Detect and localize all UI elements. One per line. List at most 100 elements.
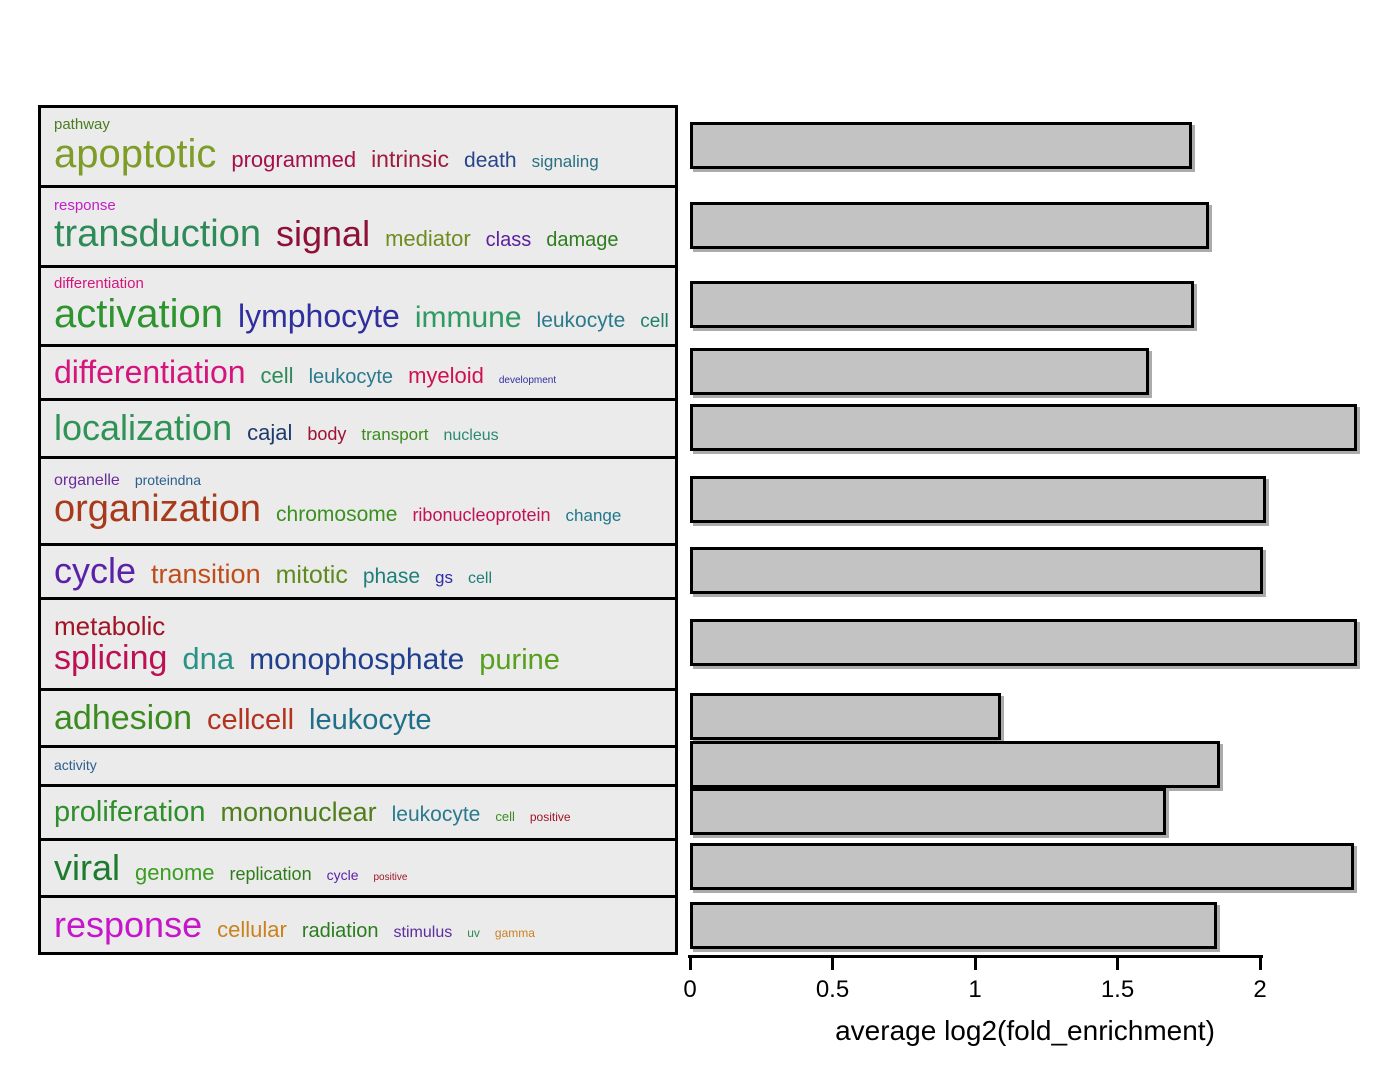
word-localization-cajal: cajal (247, 420, 293, 446)
word-organization-organization: organization (54, 488, 262, 531)
enrichment-bar-localization (690, 403, 1357, 451)
wordcloud-row-proliferation: proliferation mononuclear leukocyte cell pos… (38, 784, 678, 838)
word-splicing-splicing: splicing (54, 638, 168, 677)
wordcloud-row-activity: activity (38, 745, 678, 784)
enrichment-bar-splicing (690, 619, 1357, 666)
wordcloud-row-viral: viral genome replication cycle positive (38, 838, 678, 895)
wordcloud-line: activation lymphocyte immune leukocyte cell (54, 292, 675, 336)
word-response-response: response (54, 903, 203, 945)
enrichment-bar-activation (690, 281, 1194, 328)
word-splicing-purine: purine (479, 643, 560, 676)
enrichment-bar-response (690, 901, 1217, 949)
wordcloud-row-adhesion: adhesion cellcell leukocyte (38, 688, 678, 745)
word-localization-localization: localization (54, 407, 233, 449)
wordcloud-row-localization: localization cajal body transport nucleus (38, 398, 678, 456)
word-organization-chromosome: chromosome (276, 503, 398, 527)
x-tick-mark-0 (688, 958, 692, 970)
word-localization-body: body (307, 424, 347, 445)
word-adhesion-cellcell: cellcell (207, 703, 295, 736)
bar-chart-panel (690, 105, 1382, 958)
enrichment-bar-adhesion (690, 693, 1001, 740)
enrichment-bar-proliferation (690, 787, 1166, 835)
word-splicing-monophosphate: monophosphate (249, 642, 465, 676)
word-apoptotic-apoptotic: apoptotic (54, 132, 217, 176)
word-differentiation-myeloid: myeloid (408, 363, 484, 389)
word-transduction-mediator: mediator (385, 226, 471, 252)
word-transduction-signal: signal (276, 213, 371, 255)
wordcloud-row-activation: differentiation activation lymphocyte immun… (38, 265, 678, 344)
word-localization-nucleus: nucleus (443, 427, 499, 445)
word-cycle-phase: phase (362, 565, 421, 589)
wordcloud-row-apoptotic: pathway apoptotic programmed intrinsic death… (38, 105, 678, 185)
enrichment-bar-differentiation (690, 347, 1149, 395)
word-proliferation-cell: cell (495, 808, 515, 824)
wordcloud-line: cycle transition mitotic phase gs cell (54, 550, 675, 592)
wordcloud-line: differentiation cell leukocyte myeloid devel… (54, 355, 675, 390)
enrichment-bar-activity (690, 741, 1220, 788)
word-adhesion-leukocyte: leukocyte (309, 703, 432, 736)
wordcloud-line: activity (54, 758, 675, 773)
wordcloud-row-transduction: response transduction signal mediator class d… (38, 185, 678, 265)
word-response-stimulus: stimulus (393, 923, 453, 941)
word-proliferation-mononuclear: mononuclear (220, 796, 377, 827)
word-response-radiation: radiation (301, 919, 379, 942)
word-cycle-transition: transition (151, 559, 261, 590)
wordcloud-row-cycle: cycle transition mitotic phase gs cell (38, 543, 678, 597)
x-tick-label-0: 0 (683, 976, 697, 1003)
wordcloud-line: differentiation (54, 276, 675, 292)
x-tick-mark-0.5 (831, 958, 834, 970)
x-tick-mark-1.5 (1116, 958, 1119, 970)
word-apoptotic-death: death (464, 149, 517, 172)
word-proliferation-proliferation: proliferation (54, 795, 206, 828)
word-transduction-damage: damage (546, 229, 619, 252)
word-response-gamma: gamma (494, 925, 535, 940)
word-activation-leukocyte: leukocyte (536, 308, 626, 332)
word-proliferation-leukocyte: leukocyte (391, 802, 481, 826)
word-transduction-response: response (54, 196, 116, 214)
word-differentiation-differentiation: differentiation (54, 354, 246, 391)
word-apoptotic-intrinsic: intrinsic (371, 146, 450, 172)
enrichment-bar-transduction (690, 201, 1209, 249)
word-adhesion-adhesion: adhesion (54, 698, 193, 737)
x-tick-label-1.5: 1.5 (1100, 976, 1135, 1003)
word-activation-differentiation: differentiation (54, 275, 144, 293)
word-differentiation-development: development (498, 375, 557, 387)
wordcloud-line: splicing dna monophosphate purine (54, 638, 675, 677)
x-tick-mark-2 (1258, 958, 1262, 970)
wordcloud-line: transduction signal mediator class damage (54, 214, 675, 255)
x-tick-label-2: 2 (1253, 976, 1267, 1003)
word-differentiation-cell: cell (260, 363, 294, 389)
word-viral-cycle: cycle (326, 866, 359, 883)
x-tick-mark-1 (973, 958, 977, 970)
word-transduction-transduction: transduction (54, 213, 262, 256)
word-activation-immune: immune (414, 300, 522, 334)
word-viral-positive: positive (373, 871, 408, 883)
wordcloud-line: proliferation mononuclear leukocyte cell pos… (54, 795, 675, 828)
word-response-cellular: cellular (217, 916, 287, 942)
wordcloud-row-differentiation: differentiation cell leukocyte myeloid devel… (38, 344, 678, 398)
word-activation-lymphocyte: lymphocyte (237, 297, 400, 334)
word-response-uv: uv (467, 925, 480, 940)
word-proliferation-positive: positive (529, 809, 571, 824)
wordcloud-line: viral genome replication cycle positive (54, 848, 675, 888)
word-splicing-metabolic: metabolic (54, 610, 166, 641)
word-cycle-mitotic: mitotic (275, 561, 348, 590)
x-tick-label-1: 1 (968, 976, 982, 1003)
word-activation-cell: cell (640, 310, 669, 332)
wordcloud-line: response (54, 196, 675, 214)
wordcloud-line: adhesion cellcell leukocyte (54, 698, 675, 737)
word-transduction-class: class (485, 229, 532, 252)
word-organization-ribonucleoprotein: ribonucleoprotein (412, 505, 551, 526)
enrichment-bar-apoptotic (690, 121, 1192, 169)
word-organization-proteindna: proteindna (134, 471, 201, 488)
wordcloud-line: organization chromosome ribonucleoprotein c… (54, 489, 675, 530)
word-apoptotic-pathway: pathway (54, 115, 110, 133)
wordcloud-row-organization: organelle proteindna organization chromosom… (38, 456, 678, 543)
wordcloud-line: localization cajal body transport nucleus (54, 407, 675, 449)
wordcloud-row-response: response cellular radiation stimulus uv gamma (38, 895, 678, 955)
enrichment-bar-viral (690, 843, 1354, 890)
word-cycle-gs: gs (435, 568, 454, 588)
word-cycle-cycle: cycle (54, 550, 137, 592)
word-viral-replication: replication (229, 863, 312, 884)
